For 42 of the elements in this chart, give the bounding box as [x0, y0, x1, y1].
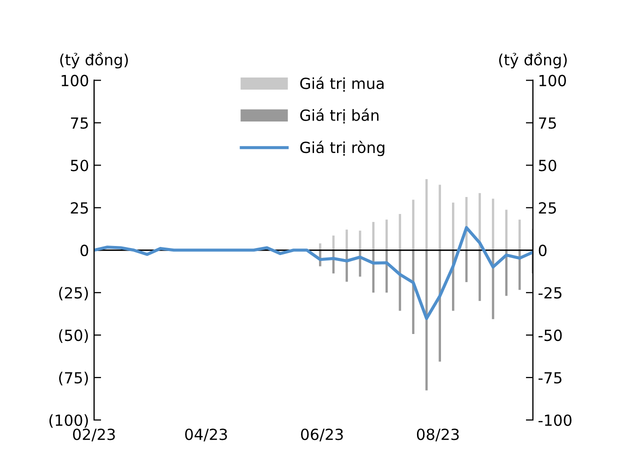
bar [346, 230, 348, 250]
y-tick-label: (25) [59, 286, 88, 300]
x-tick-label: 02/23 [73, 428, 115, 442]
bar [386, 220, 388, 250]
y-tick-label: (100) [49, 414, 88, 428]
legend-label: Giá trị ròng [300, 140, 384, 156]
y2-tick-label: 100 [539, 74, 566, 86]
bar [412, 200, 414, 250]
y2-tick-label: -75 [538, 372, 562, 384]
bar [438, 184, 441, 250]
y-tick-label: 0 [80, 244, 88, 256]
bar [319, 243, 322, 250]
y2-tick-label: 25 [538, 202, 556, 214]
x-tick-label: 08/23 [416, 428, 459, 442]
y2-tick-label: 50 [538, 160, 556, 172]
y-tick-label: 50 [70, 160, 88, 172]
bar [518, 250, 521, 290]
x-tick-label: 04/23 [185, 428, 227, 442]
bar [438, 250, 441, 362]
y2-axis-title: (tỷ đồng) [499, 52, 567, 68]
legend-label: Giá trị mua [300, 76, 384, 92]
y-tick-label: 25 [70, 202, 88, 214]
y2-tick-label: 0 [538, 244, 547, 256]
y2-tick-label: -50 [538, 330, 562, 342]
bar [518, 220, 521, 250]
bar [412, 250, 414, 334]
legend-label: Giá trị bán [300, 108, 378, 124]
y-tick-label: 100 [62, 74, 88, 86]
y-tick-label: 75 [71, 117, 88, 129]
bar [452, 202, 454, 250]
y-tick-label: (75) [59, 372, 88, 386]
bar [505, 210, 508, 250]
bar [478, 250, 481, 301]
line-series [94, 226, 533, 320]
x-tick-label: 06/23 [301, 428, 343, 442]
y2-tick-label: -25 [538, 287, 562, 299]
bar [372, 222, 374, 250]
bar [478, 193, 481, 250]
y2-tick-label: 75 [539, 117, 556, 129]
y-tick-label: (50) [59, 329, 88, 343]
y2-tick-label: -100 [538, 414, 572, 426]
y-axis-title: (tỷ đồng) [60, 52, 128, 68]
